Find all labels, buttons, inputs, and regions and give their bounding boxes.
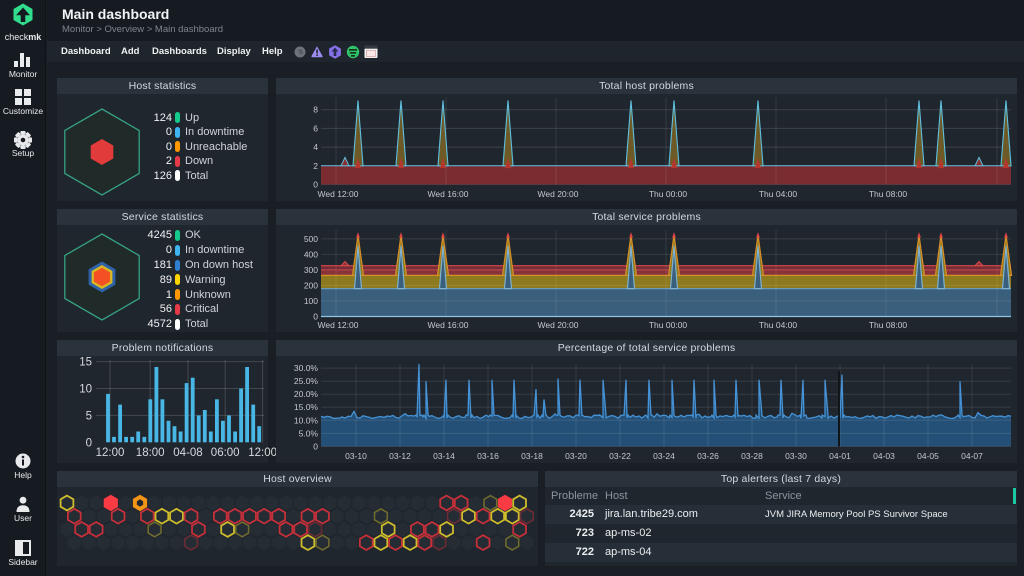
svg-text:03-12: 03-12	[389, 451, 411, 461]
svg-text:5: 5	[86, 410, 92, 422]
svg-text:5.0%: 5.0%	[299, 428, 319, 438]
svg-text:200: 200	[304, 281, 318, 291]
svg-text:Wed 20:00: Wed 20:00	[538, 320, 579, 330]
svg-text:03-20: 03-20	[565, 451, 587, 461]
svg-text:18:00: 18:00	[136, 447, 165, 459]
svg-text:Thu 00:00: Thu 00:00	[649, 189, 688, 199]
svg-text:300: 300	[304, 265, 318, 275]
svg-text:04-08: 04-08	[173, 447, 202, 459]
svg-text:Wed 12:00: Wed 12:00	[318, 320, 359, 330]
svg-text:03-18: 03-18	[521, 451, 543, 461]
svg-text:03-16: 03-16	[477, 451, 499, 461]
svg-text:Wed 12:00: Wed 12:00	[318, 189, 359, 199]
svg-text:Thu 08:00: Thu 08:00	[869, 320, 908, 330]
svg-text:06:00: 06:00	[211, 447, 240, 459]
svg-text:400: 400	[304, 249, 318, 259]
svg-text:04-03: 04-03	[873, 451, 895, 461]
svg-text:03-24: 03-24	[653, 451, 675, 461]
svg-text:100: 100	[304, 296, 318, 306]
svg-text:30.0%: 30.0%	[294, 363, 319, 373]
svg-text:03-28: 03-28	[741, 451, 763, 461]
svg-text:12:00: 12:00	[96, 447, 125, 459]
svg-text:4: 4	[313, 142, 318, 152]
svg-text:500: 500	[304, 234, 318, 244]
svg-text:03-22: 03-22	[609, 451, 631, 461]
svg-text:Wed 16:00: Wed 16:00	[428, 320, 469, 330]
svg-text:0: 0	[86, 437, 92, 449]
svg-text:8: 8	[313, 105, 318, 115]
svg-text:Wed 16:00: Wed 16:00	[428, 189, 469, 199]
svg-text:03-10: 03-10	[345, 451, 367, 461]
svg-text:0: 0	[313, 441, 318, 451]
svg-text:03-26: 03-26	[697, 451, 719, 461]
svg-text:Thu 00:00: Thu 00:00	[649, 320, 688, 330]
svg-text:Thu 04:00: Thu 04:00	[759, 189, 798, 199]
svg-text:0: 0	[313, 312, 318, 322]
svg-text:15.0%: 15.0%	[294, 402, 319, 412]
svg-text:12:00: 12:00	[248, 447, 277, 459]
svg-text:0: 0	[313, 180, 318, 190]
svg-text:25.0%: 25.0%	[294, 376, 319, 386]
svg-text:10.0%: 10.0%	[294, 415, 319, 425]
svg-text:03-14: 03-14	[433, 451, 455, 461]
svg-text:15: 15	[79, 357, 92, 369]
svg-text:6: 6	[313, 123, 318, 133]
svg-text:Thu 08:00: Thu 08:00	[869, 189, 908, 199]
svg-text:Thu 04:00: Thu 04:00	[759, 320, 798, 330]
svg-text:2: 2	[313, 161, 318, 171]
svg-text:04-05: 04-05	[917, 451, 939, 461]
svg-text:03-30: 03-30	[785, 451, 807, 461]
svg-text:04-01: 04-01	[829, 451, 851, 461]
svg-text:10: 10	[79, 384, 92, 396]
svg-text:04-07: 04-07	[961, 451, 983, 461]
svg-text:20.0%: 20.0%	[294, 389, 319, 399]
svg-text:Wed 20:00: Wed 20:00	[538, 189, 579, 199]
